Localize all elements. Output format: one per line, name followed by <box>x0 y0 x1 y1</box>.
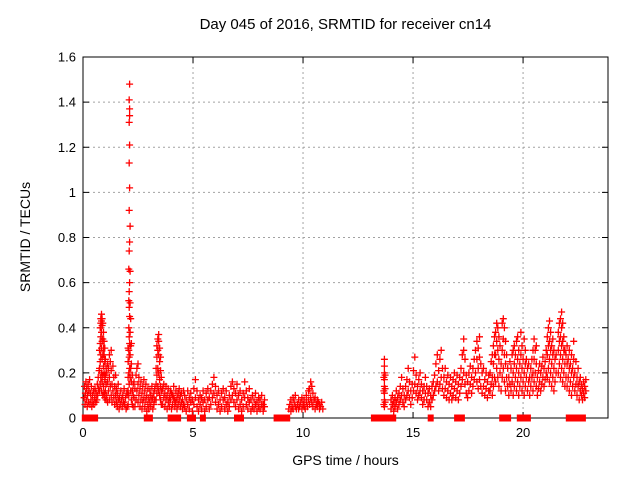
x-tick-label: 5 <box>189 425 196 440</box>
y-tick-label: 0.2 <box>58 365 76 380</box>
y-tick-label: 1.2 <box>58 140 76 155</box>
scatter-points <box>80 80 590 415</box>
y-tick-label: 0.6 <box>58 275 76 290</box>
y-tick-label: 1.6 <box>58 50 76 65</box>
x-axis-label: GPS time / hours <box>292 452 399 468</box>
y-tick-label: 0 <box>69 411 76 426</box>
x-tick-label: 10 <box>296 425 310 440</box>
y-tick-label: 1 <box>69 185 76 200</box>
chart-title: Day 045 of 2016, SRMTID for receiver cn1… <box>199 16 492 33</box>
y-tick-label: 1.4 <box>58 95 76 110</box>
x-tick-label: 15 <box>406 425 420 440</box>
x-tick-label: 0 <box>79 425 86 440</box>
y-tick-label: 0.4 <box>58 320 76 335</box>
y-tick-label: 0.8 <box>58 230 76 245</box>
zero-markers <box>81 414 586 422</box>
x-tick-label: 20 <box>516 425 530 440</box>
